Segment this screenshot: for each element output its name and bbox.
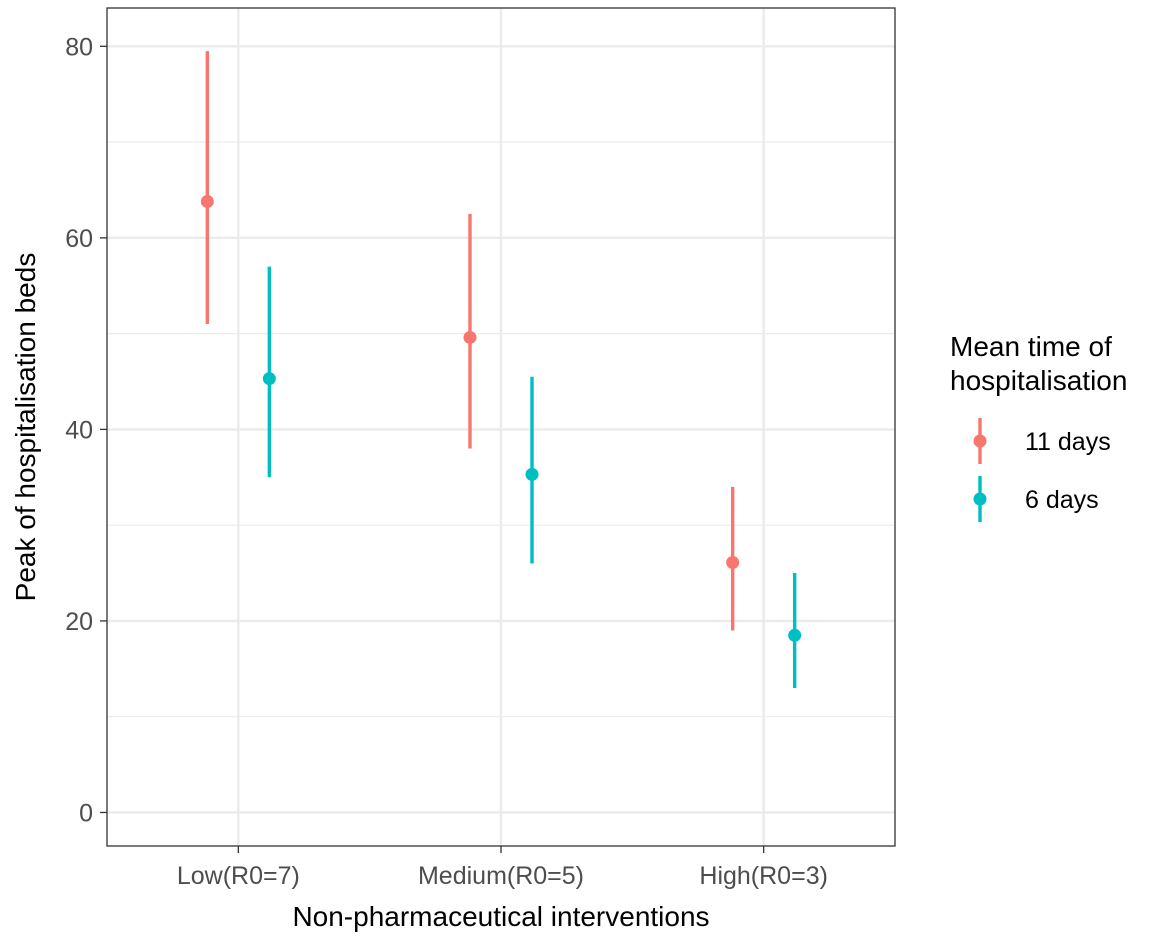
x-tick-label: High(R0=3) xyxy=(699,862,828,890)
data-point xyxy=(726,556,740,570)
legend-label: 11 days xyxy=(1025,428,1111,456)
y-tick-label: 0 xyxy=(79,799,93,827)
y-tick-label: 80 xyxy=(65,33,93,61)
data-point xyxy=(525,467,539,481)
x-tick-label: Low(R0=7) xyxy=(177,862,300,890)
y-tick-label: 60 xyxy=(65,225,93,253)
grid-lines xyxy=(107,8,895,846)
data-point xyxy=(788,628,802,642)
legend-key-point xyxy=(973,492,987,506)
data-point xyxy=(262,372,276,386)
data-point xyxy=(463,330,477,344)
legend-title-line-2: hospitalisation xyxy=(950,365,1127,396)
legend-label: 6 days xyxy=(1025,486,1099,514)
legend: Mean time of hospitalisation 11 days 6 da… xyxy=(950,331,1127,522)
y-tick-label: 20 xyxy=(65,608,93,636)
data-point xyxy=(200,194,214,208)
legend-title-line-1: Mean time of xyxy=(950,331,1112,362)
x-tick-label: Medium(R0=5) xyxy=(418,862,584,890)
axes: 0 20 40 60 80 Low(R0=7) Medium(R0=5) High(R0=3) xyxy=(65,33,828,890)
legend-key-point xyxy=(973,434,987,448)
x-axis-title: Non-pharmaceutical interventions xyxy=(292,901,709,932)
y-axis-title: Peak of hospitalisation beds xyxy=(10,253,41,602)
y-tick-label: 40 xyxy=(65,416,93,444)
data-marks xyxy=(200,51,802,688)
